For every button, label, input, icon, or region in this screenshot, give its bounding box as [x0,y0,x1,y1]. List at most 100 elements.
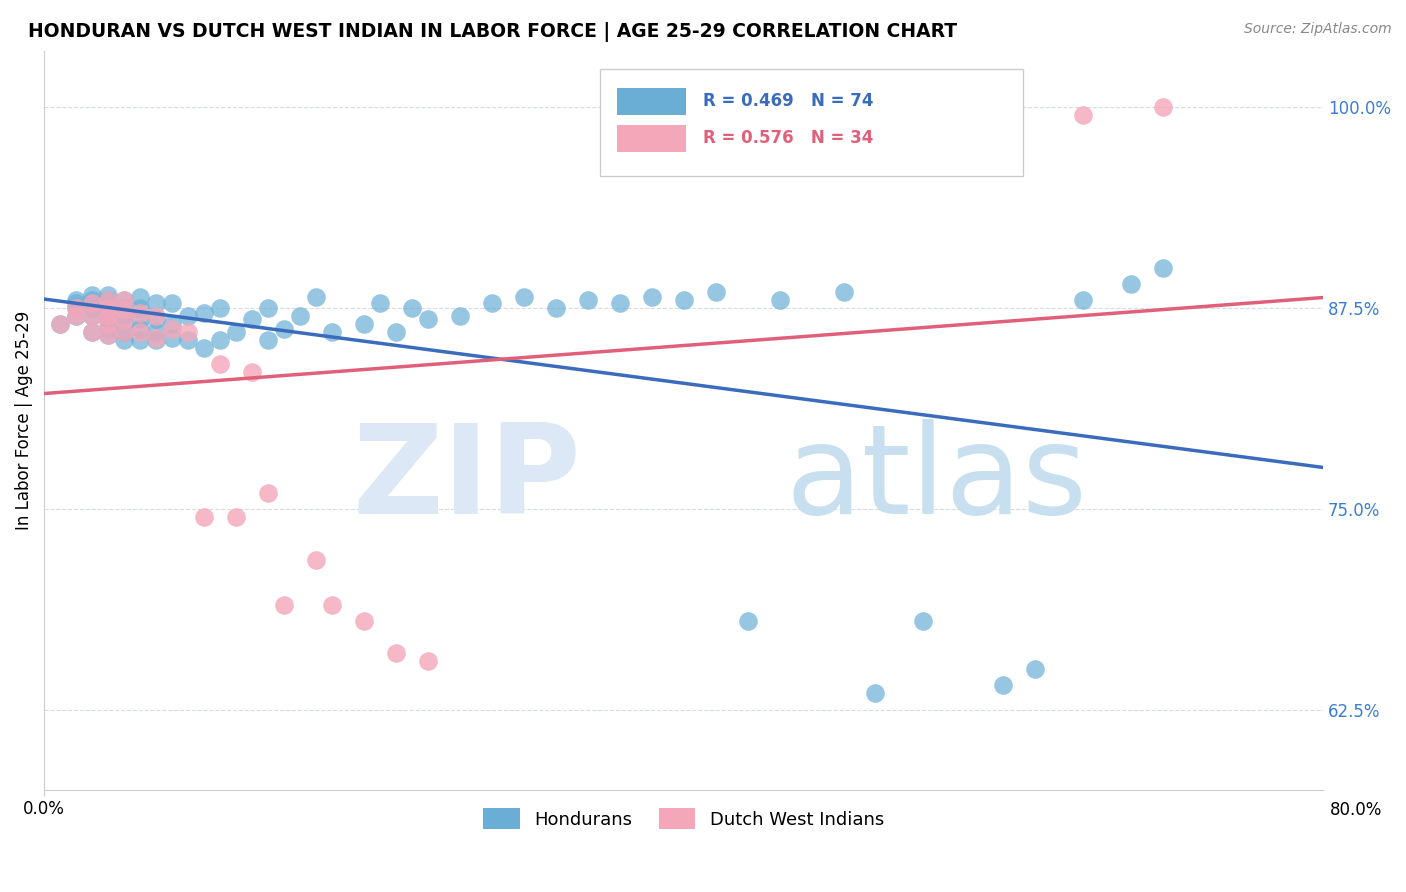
Point [305,289,328,303]
Point [97,293,120,307]
Point [129,305,152,319]
Text: R = 0.469   N = 74: R = 0.469 N = 74 [703,92,873,110]
Point [353,614,375,628]
Point [704,285,727,299]
Text: 80.0%: 80.0% [1330,801,1382,819]
Point [97,293,120,307]
Point [80,325,103,339]
Point [321,598,343,612]
Point [305,553,328,567]
Point [240,312,263,326]
Point [865,686,887,700]
Point [97,305,120,319]
Point [97,299,120,313]
Point [129,333,152,347]
Point [65,301,87,315]
Point [112,317,135,331]
Point [416,312,439,326]
Point [97,317,120,331]
Point [97,309,120,323]
Point [208,333,231,347]
Point [112,312,135,326]
Point [97,312,120,326]
Point [145,333,167,347]
Point [97,288,120,302]
Point [368,296,391,310]
Point [80,309,103,323]
Point [1121,277,1143,291]
Point [80,296,103,310]
Point [1152,100,1174,114]
Y-axis label: In Labor Force | Age 25-29: In Labor Force | Age 25-29 [15,310,32,530]
Point [177,309,200,323]
Point [737,614,759,628]
Point [257,485,280,500]
Point [97,321,120,335]
FancyBboxPatch shape [617,88,686,115]
Point [129,301,152,315]
Point [129,321,152,335]
Point [481,296,503,310]
Point [225,509,247,524]
Point [97,301,120,315]
Text: R = 0.576   N = 34: R = 0.576 N = 34 [703,129,873,147]
Point [1152,260,1174,275]
Point [112,301,135,315]
Point [112,293,135,307]
Point [240,365,263,379]
Point [912,614,935,628]
Point [208,357,231,371]
Point [672,293,695,307]
Point [1071,293,1094,307]
Point [129,312,152,326]
Point [257,301,280,315]
Point [80,296,103,310]
Legend: Hondurans, Dutch West Indians: Hondurans, Dutch West Indians [477,801,891,837]
Point [80,309,103,323]
Point [544,301,567,315]
Point [97,328,120,343]
Point [145,325,167,339]
Text: HONDURAN VS DUTCH WEST INDIAN IN LABOR FORCE | AGE 25-29 CORRELATION CHART: HONDURAN VS DUTCH WEST INDIAN IN LABOR F… [28,22,957,42]
Point [49,317,72,331]
Point [177,333,200,347]
Point [80,293,103,307]
Point [112,325,135,339]
Point [65,309,87,323]
Point [112,333,135,347]
Point [321,325,343,339]
Point [225,325,247,339]
Point [193,305,215,319]
Point [273,321,295,335]
Text: atlas: atlas [786,419,1088,540]
Point [65,301,87,315]
FancyBboxPatch shape [617,126,686,152]
Point [129,289,152,303]
Point [112,302,135,317]
Point [80,301,103,315]
Point [401,301,423,315]
Point [288,309,311,323]
Point [385,325,408,339]
Point [353,317,375,331]
Point [145,331,167,345]
Point [416,654,439,668]
Point [208,301,231,315]
Point [160,317,183,331]
Point [160,321,183,335]
Text: Source: ZipAtlas.com: Source: ZipAtlas.com [1244,22,1392,37]
Point [193,509,215,524]
Point [513,289,536,303]
Point [640,289,662,303]
Point [609,296,631,310]
Point [80,325,103,339]
Point [160,296,183,310]
Point [145,296,167,310]
FancyBboxPatch shape [600,70,1022,177]
Point [65,309,87,323]
Point [273,598,295,612]
Point [385,646,408,660]
Point [129,325,152,339]
Point [1071,108,1094,122]
Point [177,325,200,339]
